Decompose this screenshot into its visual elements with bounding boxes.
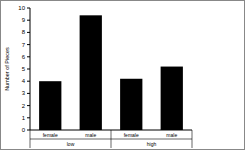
y-axis-label: Number of Pieces xyxy=(4,47,10,91)
y-tick-label: 9 xyxy=(22,17,26,23)
bar xyxy=(120,79,142,130)
chart: 0 1 2 3 4 5 6 7 8 9 10 Number of Pieces female male fe… xyxy=(0,0,245,150)
group-line xyxy=(30,139,192,140)
y-tick xyxy=(27,20,30,21)
bar xyxy=(80,15,102,130)
y-tick-label: 5 xyxy=(22,66,26,72)
y-tick xyxy=(27,44,30,45)
x-tick-label: female xyxy=(124,132,139,138)
x-tick-label: female xyxy=(43,132,58,138)
y-tick-label: 6 xyxy=(22,54,26,60)
y-tick xyxy=(27,69,30,70)
x-tick-label: male xyxy=(166,132,177,138)
x-tick-label: male xyxy=(85,132,96,138)
y-tick xyxy=(27,56,30,57)
y-tick xyxy=(27,93,30,94)
y-tick-label: 4 xyxy=(22,78,26,84)
y-tick-label: 2 xyxy=(22,103,26,109)
y-tick-label: 3 xyxy=(22,90,26,96)
y-tick xyxy=(27,117,30,118)
y-tick xyxy=(27,130,30,131)
y-tick xyxy=(27,8,30,9)
group-label: high xyxy=(147,141,157,147)
y-tick xyxy=(27,32,30,33)
group-label: low xyxy=(67,141,75,147)
y-tick-label: 8 xyxy=(22,29,26,35)
y-tick-label: 0 xyxy=(22,127,26,133)
y-tick-label: 7 xyxy=(22,42,26,48)
y-tick-label: 10 xyxy=(18,5,25,11)
y-tick xyxy=(27,105,30,106)
frame xyxy=(1,1,245,150)
bar xyxy=(161,67,183,130)
bar xyxy=(39,81,61,130)
bars xyxy=(39,15,183,130)
y-tick xyxy=(27,81,30,82)
y-tick-label: 1 xyxy=(22,115,26,121)
